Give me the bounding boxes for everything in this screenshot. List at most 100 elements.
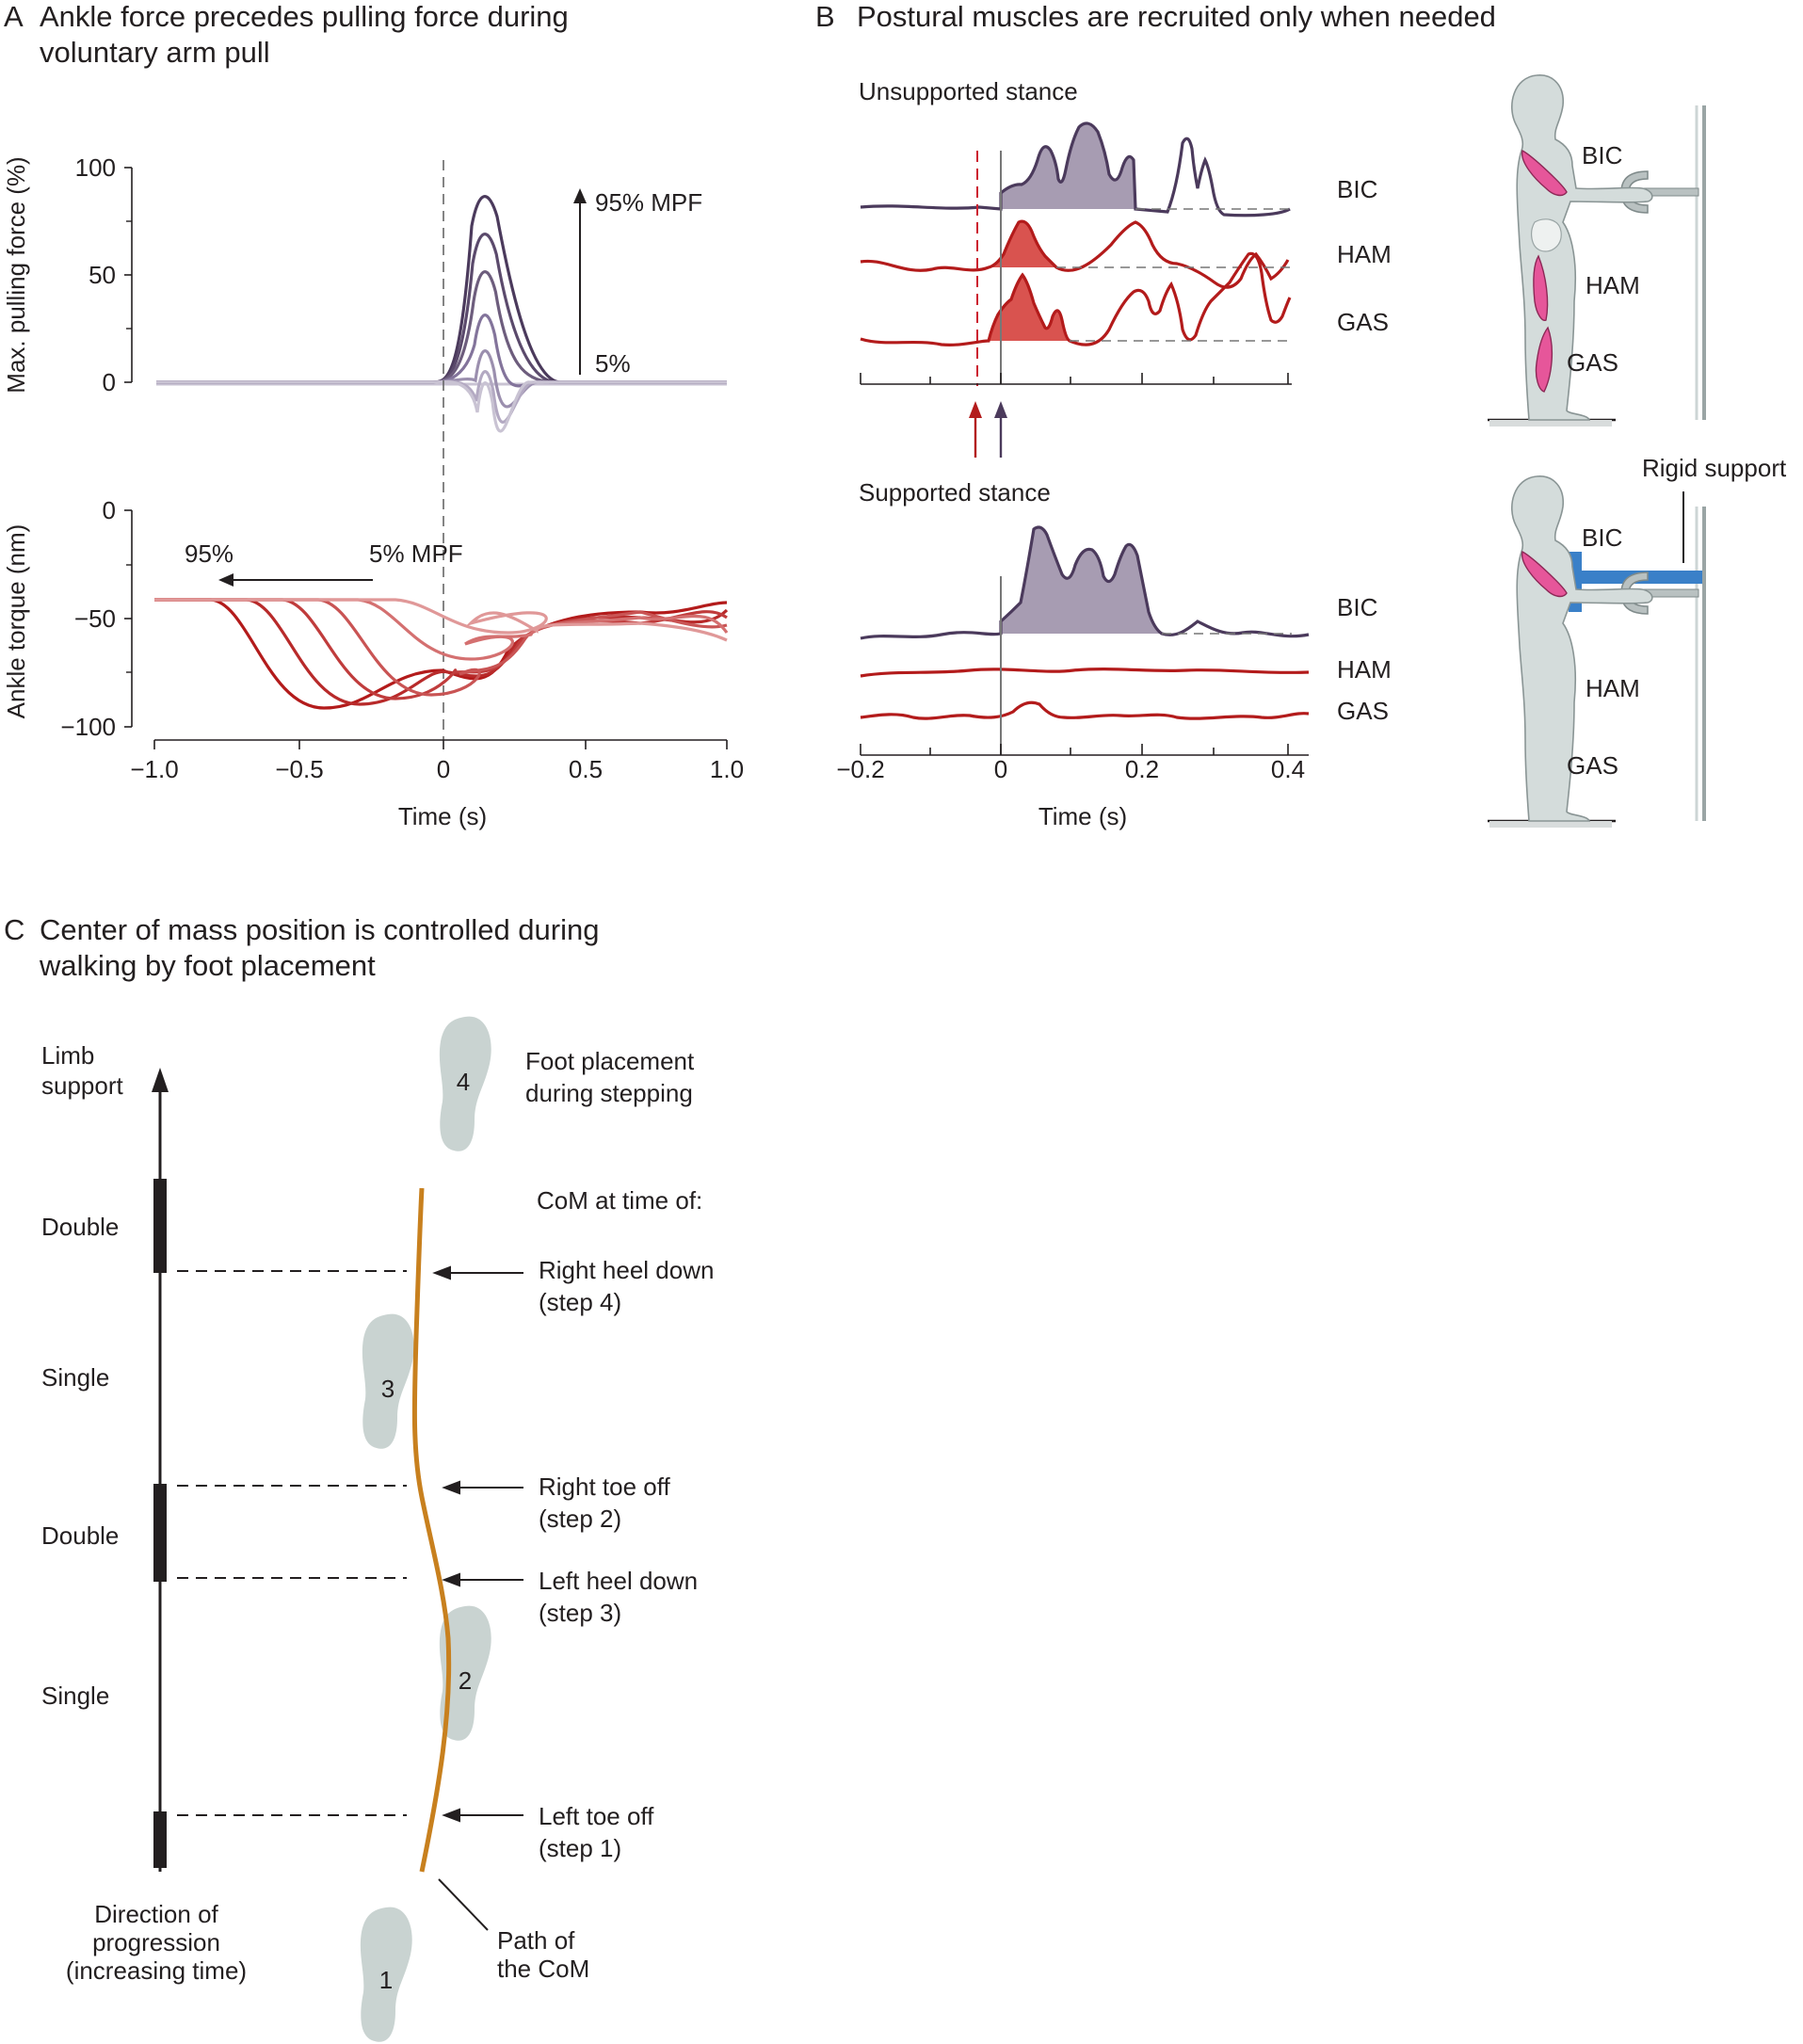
- ham-supported-trace: [860, 667, 1310, 678]
- top-y-label: Max. pulling force (%): [2, 156, 30, 393]
- trace-label-ham-supported: HAM: [1337, 655, 1392, 684]
- figure-label-ham-supported: HAM: [1586, 674, 1640, 702]
- double-support-bar-3: [153, 1811, 167, 1868]
- limb-support-axis-arrowhead: [152, 1068, 169, 1092]
- figure-label-ham-unsupported: HAM: [1586, 271, 1640, 299]
- bottom-y-label: Ankle torque (nm): [2, 524, 30, 719]
- bottom-ytick-minus100: −100: [60, 713, 116, 741]
- ham-unsupported-fill: [989, 221, 1056, 267]
- bic-supported-fill: [1001, 527, 1162, 634]
- bic-muscle-unsupported: [1521, 149, 1568, 197]
- gas-unsupported-fill: [989, 275, 1070, 341]
- limb-support-label-line1: Limb: [41, 1041, 94, 1070]
- event-left-toe-off-line2: (step 1): [539, 1834, 621, 1862]
- double-support-bar-2: [153, 1484, 167, 1582]
- foot-placement-label-line1: Foot placement: [525, 1047, 695, 1075]
- footprint-3: [362, 1313, 414, 1449]
- phase-label-single-1: Single: [41, 1363, 109, 1392]
- footprint-2: [439, 1605, 491, 1741]
- foot-placement-label-line2: during stepping: [525, 1079, 693, 1107]
- panel-c-title-line1: Center of mass position is controlled du…: [40, 913, 599, 946]
- torque-arrow-head: [218, 573, 233, 587]
- pulling-force-curves: [156, 195, 727, 433]
- footprint-1: [360, 1907, 412, 2042]
- trace-label-ham-unsupported: HAM: [1337, 240, 1392, 268]
- footprint-number-1: 1: [379, 1966, 393, 1994]
- gas-muscle-unsupported: [1535, 326, 1553, 393]
- unsupported-stance-label: Unsupported stance: [859, 77, 1078, 105]
- supported-emg-traces: [860, 525, 1310, 720]
- mpf-arrow-top-label: 95% MPF: [595, 188, 702, 217]
- com-path: [411, 1187, 452, 1873]
- figure-label-bic-unsupported: BIC: [1582, 141, 1622, 169]
- event-left-heel-down-line2: (step 3): [539, 1599, 621, 1627]
- rigid-support-label: Rigid support: [1642, 454, 1787, 482]
- ankle-torque-curve: [154, 598, 729, 661]
- ankle-torque-curve: [154, 598, 728, 642]
- path-of-com-leader: [438, 1878, 489, 1931]
- ankle-torque-curve: [154, 598, 728, 697]
- pulling-force-curve: [156, 349, 727, 409]
- a-xtick-05: 0.5: [569, 755, 603, 783]
- pelvis-bone-icon: [1531, 218, 1562, 252]
- b-xtick-02: 0.2: [1125, 755, 1159, 783]
- pulling-force-curve: [156, 270, 727, 384]
- gas-supported-trace: [860, 700, 1310, 720]
- panel-b: B Postural muscles are recruited only wh…: [815, 0, 1787, 830]
- trace-label-gas-supported: GAS: [1337, 697, 1389, 725]
- panel-b-letter: B: [815, 0, 835, 33]
- footprint-number-2: 2: [459, 1666, 472, 1695]
- a-xtick-minus1: −1.0: [130, 755, 178, 783]
- event-right-heel-down-line1: Right heel down: [539, 1256, 714, 1284]
- event-right-toe-off-line1: Right toe off: [539, 1473, 671, 1501]
- figure-label-bic-supported: BIC: [1582, 523, 1622, 552]
- figure-label-gas-unsupported: GAS: [1567, 348, 1618, 377]
- b-xtick-minus02: −0.2: [836, 755, 884, 783]
- pulling-force-curve: [156, 195, 727, 384]
- standing-figure-unsupported: BIC HAM GAS: [1488, 74, 1706, 427]
- footprints: [360, 1016, 491, 2042]
- b-xtick-0: 0: [994, 755, 1007, 783]
- gas-unsupported-trace: [860, 251, 1292, 347]
- panel-b-title: Postural muscles are recruited only when…: [857, 0, 1496, 33]
- pulling-force-curve: [156, 314, 727, 388]
- path-of-com-label-line1: Path of: [497, 1926, 575, 1955]
- a-x-label: Time (s): [398, 802, 487, 830]
- bic-muscle-supported: [1521, 550, 1568, 598]
- standing-figure-supported: Rigid support BIC HAM GAS: [1488, 454, 1787, 828]
- ham-muscle-unsupported: [1533, 254, 1549, 321]
- footprint-number-3: 3: [381, 1375, 394, 1403]
- trace-label-bic-unsupported: BIC: [1337, 175, 1377, 203]
- direction-label-line1: Direction of: [94, 1900, 218, 1928]
- bic-supported-trace: [860, 525, 1310, 640]
- com-header-label: CoM at time of:: [537, 1186, 702, 1215]
- a-xtick-minus05: −0.5: [275, 755, 323, 783]
- body-outline-supported: [1511, 475, 1653, 822]
- bottom-ytick-minus50: −50: [74, 604, 116, 633]
- panel-a-title-line1: Ankle force precedes pulling force durin…: [40, 0, 569, 33]
- panel-c-title-line2: walking by foot placement: [39, 949, 376, 982]
- panel-c: C Center of mass position is controlled …: [4, 913, 714, 2042]
- bic-unsupported-trace: [860, 121, 1291, 217]
- ankle-torque-curves: [154, 598, 729, 710]
- b-x-label: Time (s): [1038, 802, 1127, 830]
- panel-c-letter: C: [4, 913, 24, 946]
- panel-a-title-line2: voluntary arm pull: [40, 36, 270, 69]
- phase-label-single-2: Single: [41, 1682, 109, 1710]
- unsupported-emg-traces: [860, 121, 1292, 347]
- trace-label-gas-unsupported: GAS: [1337, 308, 1389, 336]
- phase-label-double-2: Double: [41, 1521, 119, 1550]
- b-xtick-04: 0.4: [1271, 755, 1305, 783]
- limb-support-label-line2: support: [41, 1071, 123, 1100]
- ham-unsupported-trace: [860, 219, 1290, 289]
- event-left-heel-down-line1: Left heel down: [539, 1567, 698, 1595]
- supported-stance-label: Supported stance: [859, 478, 1051, 507]
- bic-unsupported-fill: [1001, 123, 1135, 209]
- panel-a: A Ankle force precedes pulling force dur…: [2, 0, 744, 830]
- mpf-arrow-head: [573, 188, 587, 203]
- event-left-toe-off-line1: Left toe off: [539, 1802, 654, 1830]
- a-xtick-1: 1.0: [710, 755, 744, 783]
- trace-label-bic-supported: BIC: [1337, 593, 1377, 621]
- figure-label-gas-supported: GAS: [1567, 751, 1618, 780]
